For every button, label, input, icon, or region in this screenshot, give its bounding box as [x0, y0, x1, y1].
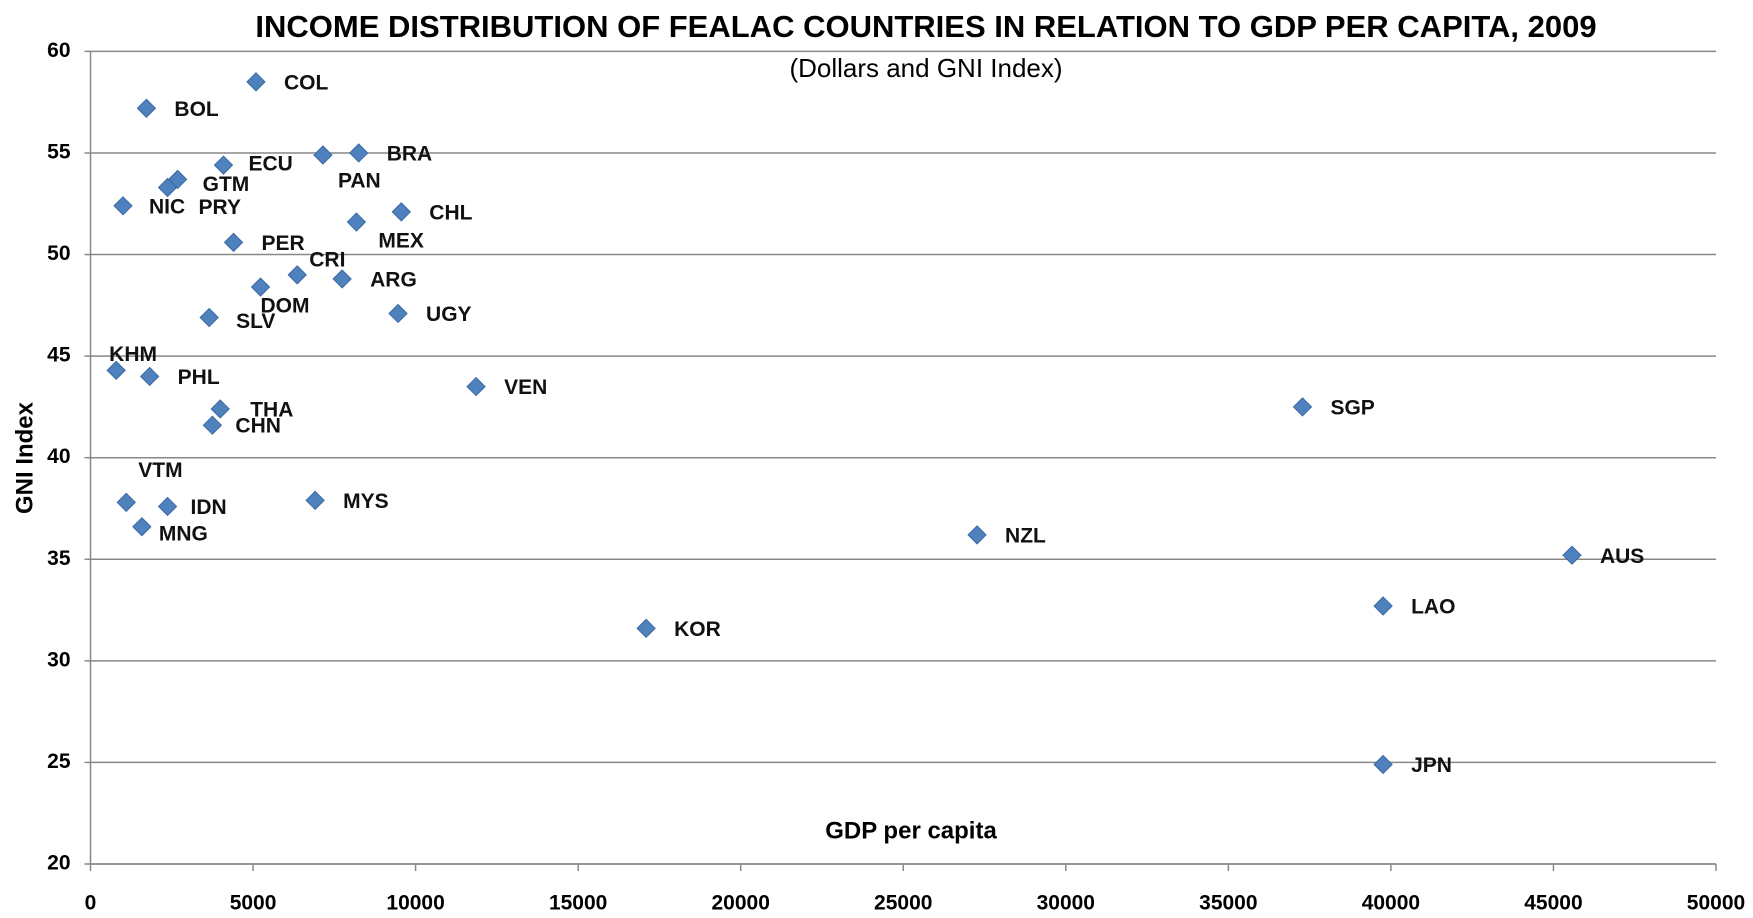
point [167, 169, 188, 190]
point [113, 196, 133, 216]
point-label: MYS [343, 490, 389, 513]
y-tick-label: 20 [47, 852, 70, 875]
point-label: COL [284, 71, 329, 94]
point-label: CRI [309, 248, 345, 271]
point [223, 232, 244, 253]
x-tick-label: 40000 [1362, 892, 1420, 915]
x-tick-label: 10000 [386, 892, 444, 915]
point [139, 366, 160, 387]
point-label: NIC [149, 195, 185, 218]
point-label: NZL [1005, 524, 1046, 547]
x-tick-label: 0 [85, 892, 97, 915]
y-axis-label: GNI Index [11, 401, 38, 514]
point-label: KHM [109, 343, 157, 366]
point [199, 307, 219, 328]
point [202, 415, 223, 435]
point [116, 492, 136, 513]
point-label: SLV [236, 310, 275, 333]
x-tick-label: 15000 [549, 892, 607, 915]
point [1373, 754, 1393, 775]
point [388, 303, 408, 324]
point [106, 360, 126, 381]
y-tick-label: 30 [47, 648, 70, 671]
y-tick-label: 35 [47, 547, 71, 570]
x-axis-label: GDP per capita [825, 817, 997, 844]
point-label: LAO [1411, 596, 1455, 619]
point [346, 212, 367, 232]
point-label: MEX [378, 230, 424, 253]
point-label: SGP [1330, 396, 1374, 419]
point [157, 496, 178, 517]
point [313, 145, 333, 165]
point [132, 517, 152, 537]
chart-subtitle: (Dollars and GNI Index) [789, 53, 1062, 83]
y-tick-label: 50 [47, 242, 70, 265]
point-label: JPN [1411, 754, 1452, 777]
y-tick-label: 60 [47, 39, 70, 62]
point-label: KOR [674, 618, 721, 641]
y-tick-label: 25 [47, 750, 71, 773]
point-label: PER [262, 232, 305, 255]
point [391, 202, 412, 222]
point [348, 143, 369, 163]
point [1562, 545, 1582, 565]
point-label: CHN [235, 415, 281, 438]
x-tick-label: 5000 [230, 892, 277, 915]
point-label: ECU [248, 153, 292, 176]
point [250, 277, 271, 297]
point-label: DOM [261, 295, 310, 318]
point-label: MNG [159, 522, 208, 545]
point [305, 490, 325, 511]
point-label: CHL [429, 201, 472, 224]
point [136, 98, 157, 118]
y-tick-label: 40 [47, 445, 70, 468]
point-label: BOL [174, 98, 219, 121]
x-tick-label: 50000 [1687, 892, 1745, 915]
point-label: BRA [387, 143, 433, 166]
x-tick-label: 45000 [1524, 892, 1582, 915]
x-tick-label: 20000 [711, 892, 769, 915]
point-label: VTM [138, 459, 182, 482]
point [332, 269, 352, 289]
point-label: PAN [338, 170, 381, 193]
point [287, 265, 307, 285]
point [1373, 596, 1393, 616]
chart-title: INCOME DISTRIBUTION OF FEALAC COUNTRIES … [255, 9, 1596, 44]
y-tick-label: 55 [47, 141, 71, 164]
point-label: THA [250, 398, 293, 421]
point-label: VEN [504, 376, 547, 399]
point-label: AUS [1600, 545, 1644, 568]
x-tick-label: 35000 [1199, 892, 1257, 915]
point [157, 177, 178, 198]
x-tick-label: 25000 [874, 892, 932, 915]
point-label: GTM [203, 173, 250, 196]
point-label: UGY [426, 303, 472, 326]
point-label: ARG [370, 268, 417, 291]
point [636, 618, 656, 639]
point [1292, 397, 1313, 417]
point [210, 399, 230, 419]
point [213, 155, 234, 175]
x-tick-label: 30000 [1037, 892, 1095, 915]
point-label: IDN [191, 496, 227, 519]
point [967, 525, 987, 545]
point [466, 376, 486, 397]
point-label: PHL [178, 366, 220, 389]
y-tick-label: 45 [47, 344, 71, 367]
point [246, 72, 266, 92]
point-label: PRY [199, 196, 241, 219]
